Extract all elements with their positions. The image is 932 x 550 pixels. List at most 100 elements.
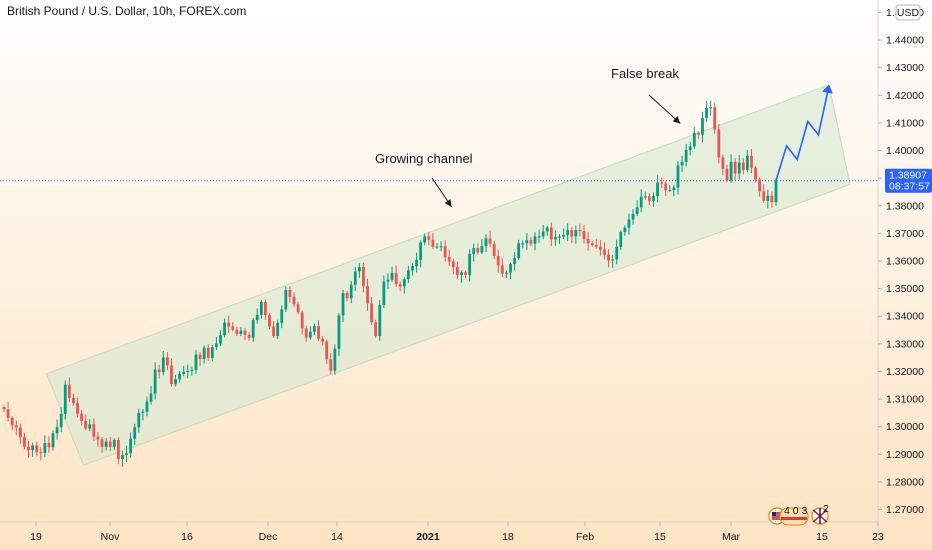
candle-down[interactable]: [165, 352, 169, 371]
false-break-annotation[interactable]: False break: [611, 66, 681, 124]
candle-up[interactable]: [415, 252, 418, 273]
candle-up[interactable]: [505, 270, 508, 278]
candle-up[interactable]: [223, 318, 226, 338]
flag-badge-uk-us[interactable]: 4 0 3: [768, 505, 809, 526]
candle-up[interactable]: [574, 225, 578, 244]
candle-down[interactable]: [374, 319, 378, 339]
candle-down[interactable]: [492, 240, 496, 259]
candle-up[interactable]: [31, 442, 34, 457]
candle-up[interactable]: [333, 344, 337, 376]
candle-down[interactable]: [607, 249, 610, 268]
candle-up[interactable]: [672, 184, 676, 197]
candle-up[interactable]: [521, 240, 525, 249]
candle-down[interactable]: [647, 193, 651, 206]
candle-up[interactable]: [643, 191, 647, 200]
candle-up[interactable]: [161, 351, 165, 376]
candle-up[interactable]: [313, 323, 316, 336]
candle-down[interactable]: [570, 227, 574, 244]
candle-down[interactable]: [296, 301, 300, 315]
candle-up[interactable]: [517, 239, 521, 261]
candle-up[interactable]: [533, 232, 537, 251]
candle-down[interactable]: [23, 432, 26, 450]
candle-down[interactable]: [762, 184, 766, 204]
candle-down[interactable]: [227, 315, 231, 334]
candle-up[interactable]: [611, 254, 615, 268]
candle-up[interactable]: [149, 385, 153, 405]
candle-down[interactable]: [713, 102, 717, 135]
candle-down[interactable]: [321, 335, 325, 346]
candle-up[interactable]: [308, 326, 312, 340]
candle-up[interactable]: [439, 241, 443, 252]
candle-up[interactable]: [627, 213, 631, 235]
candle-up[interactable]: [141, 408, 145, 421]
candle-down[interactable]: [741, 158, 745, 175]
candle-up[interactable]: [558, 234, 561, 244]
candle-up[interactable]: [729, 154, 733, 183]
candle-up[interactable]: [668, 185, 672, 193]
candle-up[interactable]: [190, 366, 194, 376]
candle-down[interactable]: [500, 257, 504, 278]
candle-up[interactable]: [129, 432, 133, 458]
candle-up[interactable]: [423, 233, 427, 246]
candle-down[interactable]: [304, 325, 308, 342]
candle-up[interactable]: [656, 175, 659, 203]
candle-up[interactable]: [145, 396, 149, 417]
candle-up[interactable]: [435, 242, 439, 249]
candle-down[interactable]: [345, 290, 349, 301]
candle-up[interactable]: [737, 155, 741, 180]
candle-up[interactable]: [63, 380, 67, 420]
candle-down[interactable]: [35, 441, 39, 457]
candle-up[interactable]: [153, 362, 157, 400]
candle-up[interactable]: [121, 450, 124, 467]
candle-up[interactable]: [676, 161, 680, 195]
candle-down[interactable]: [10, 415, 14, 431]
candle-down[interactable]: [329, 353, 333, 375]
candle-down[interactable]: [116, 437, 120, 465]
candle-down[interactable]: [362, 262, 365, 293]
candle-up[interactable]: [337, 313, 341, 357]
candle-up[interactable]: [615, 239, 619, 265]
candle-up[interactable]: [88, 419, 92, 432]
candle-down[interactable]: [272, 321, 275, 338]
candle-up[interactable]: [125, 445, 128, 463]
candle-down[interactable]: [476, 243, 480, 255]
candle-up[interactable]: [59, 407, 63, 433]
candle-up[interactable]: [635, 200, 639, 217]
candle-up[interactable]: [112, 438, 116, 450]
candle-up[interactable]: [341, 289, 345, 323]
candle-up[interactable]: [541, 225, 545, 240]
candle-down[interactable]: [206, 344, 210, 361]
candle-up[interactable]: [202, 345, 206, 364]
candle-up[interactable]: [639, 189, 643, 213]
candle-down[interactable]: [170, 358, 173, 387]
candle-down[interactable]: [447, 249, 451, 267]
candle-up[interactable]: [239, 327, 243, 337]
candle-down[interactable]: [603, 242, 606, 260]
last-price-tag[interactable]: 1.38907 08:37:57: [885, 168, 932, 193]
candle-up[interactable]: [386, 273, 390, 290]
candle-down[interactable]: [750, 149, 753, 174]
candle-up[interactable]: [178, 370, 182, 383]
candle-up[interactable]: [766, 189, 770, 209]
candle-down[interactable]: [754, 165, 757, 183]
candle-down[interactable]: [586, 231, 590, 251]
candlestick-series[interactable]: [2, 100, 778, 467]
candle-up[interactable]: [276, 319, 280, 339]
candle-down[interactable]: [549, 222, 553, 246]
candle-down[interactable]: [496, 249, 500, 273]
candle-down[interactable]: [455, 261, 459, 280]
candle-down[interactable]: [660, 177, 664, 189]
candle-up[interactable]: [684, 143, 688, 167]
candle-up[interactable]: [566, 223, 570, 242]
candle-down[interactable]: [598, 239, 602, 256]
candle-up[interactable]: [43, 435, 47, 458]
candle-down[interactable]: [394, 265, 398, 287]
candle-down[interactable]: [47, 436, 51, 453]
candle-down[interactable]: [84, 414, 88, 431]
growing-channel-annotation[interactable]: Growing channel: [375, 151, 473, 208]
candle-down[interactable]: [590, 241, 594, 247]
candle-down[interactable]: [231, 321, 235, 332]
candle-up[interactable]: [411, 262, 414, 276]
candle-down[interactable]: [717, 124, 721, 164]
